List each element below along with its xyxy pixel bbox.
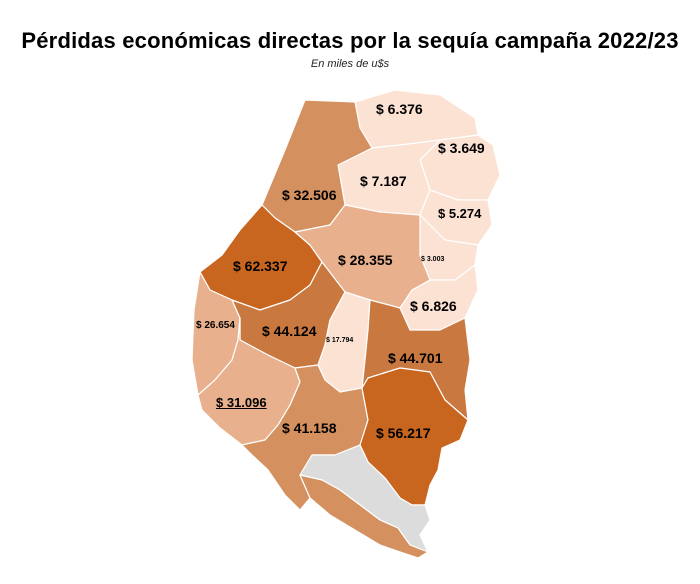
label-dept-31096: $ 31.096	[216, 395, 267, 410]
label-dept-62337: $ 62.337	[233, 258, 288, 274]
label-dept-17794: $ 17.794	[326, 337, 354, 344]
map-subtitle: En miles de u$s	[310, 58, 390, 70]
label-dept-3003: $ 3.003	[421, 256, 445, 263]
label-dept-5274: $ 5.274	[438, 206, 482, 221]
label-dept-56217: $ 56.217	[376, 425, 431, 441]
label-dept-7187: $ 7.187	[360, 173, 407, 189]
label-dept-41158: $ 41.158	[282, 420, 337, 436]
dept-south-tip	[299, 474, 429, 559]
label-dept-3649: $ 3.649	[438, 140, 485, 156]
label-dept-44124: $ 44.124	[262, 323, 317, 339]
label-dept-44701: $ 44.701	[388, 350, 443, 366]
label-dept-28355: $ 28.355	[338, 252, 393, 268]
label-dept-32506: $ 32.506	[282, 187, 337, 203]
label-dept-6376: $ 6.376	[376, 101, 423, 117]
label-dept-6826: $ 6.826	[410, 298, 457, 314]
map-title: Pérdidas económicas directas por la sequ…	[21, 28, 679, 53]
label-dept-26654: $ 26.654	[196, 320, 235, 331]
